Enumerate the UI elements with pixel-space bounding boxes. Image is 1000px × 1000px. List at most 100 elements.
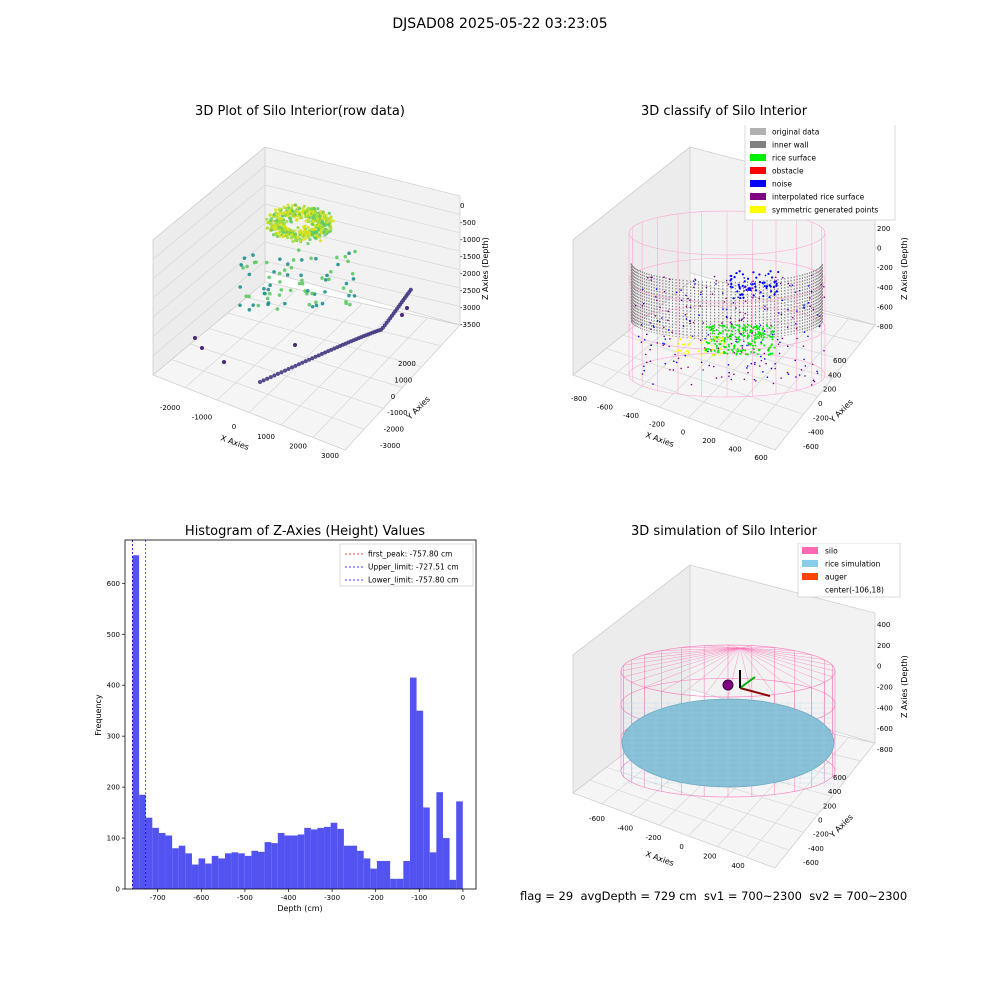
p1-point [272,219,276,223]
p1-point [295,218,299,222]
p4-zlabel: Z Axies (Depth) [900,655,909,718]
p1-point [307,302,312,307]
p2-noise-point [767,272,770,275]
p2-noise-point [743,280,746,283]
p2-noise-point [741,273,745,276]
p2-noise-point [743,289,745,292]
p2-noise-point [677,357,680,360]
p2-noise-point [729,279,732,282]
p2-noise-point [689,299,691,302]
p1-point [278,229,283,233]
p2-noise-point [713,275,716,278]
p2-rice-point [761,332,764,335]
p2-noise-point [763,281,766,284]
p2-rice-point [767,349,770,352]
p1-zlabel: Z Axies (Depth) [481,237,490,300]
p2-rice-point [771,352,774,355]
p4-legend-label: rice simulation [825,560,881,569]
p2-noise-point [818,315,821,317]
p1-point [308,237,312,242]
p2-noise-point [741,284,744,288]
x-tick-label: -200 [368,894,384,902]
p1-point [242,256,247,260]
p2-rice-point [737,336,740,339]
p2-noise-point [687,366,689,368]
silo-roof-line [623,647,741,678]
p3-x-ticks: -700 -600 -500 -400 -300 -200 -100 0 [150,889,465,902]
p2-symmetric-point [710,344,713,347]
p2-noise-point [738,285,741,289]
p1-point [274,208,278,212]
p2-rice-point [747,335,750,338]
p1-point [344,299,348,304]
p1-point [261,378,266,383]
y-tick-label: 400 [107,682,120,690]
p2-noise-point [729,321,732,324]
p1-point [309,256,313,261]
p4-y-tick-label: 200 [823,802,836,810]
p1-point [322,230,326,234]
p1-point [322,212,326,216]
p2-symmetric-point [674,350,677,353]
p1-y-tick-label: -1000 [387,409,407,417]
p2-noise-point [762,371,764,373]
p2-rice-point [733,345,736,348]
p1-point [293,343,297,347]
p2-noise-point [764,274,767,277]
p1-point [247,272,252,277]
x-tick-label: -100 [411,894,427,902]
p1-point [281,220,285,225]
p1-point [314,230,318,234]
histogram-bar [284,835,292,889]
p1-point [309,209,313,213]
p2-rice-point [771,338,774,341]
p2-rice-point [743,324,746,327]
histogram-bar [297,834,305,889]
p1-point [295,235,300,239]
p1-point [325,273,329,278]
p2-noise-point [770,276,774,279]
p1-point [287,206,291,210]
p1-point [285,262,290,266]
p2-symmetric-point [681,343,684,346]
p2-noise-point [690,383,693,386]
p2-noise-point [702,369,704,371]
p2-noise-point [682,325,685,327]
p2-x-tick-label: 0 [681,429,685,437]
p2-noise-point [804,365,807,367]
p2-symmetric-point [679,349,682,352]
p2-symmetric-point [685,350,688,353]
p1-point [346,259,350,264]
p4-x-tick-label: 400 [731,862,744,870]
histogram-bar [396,878,404,889]
p2-noise-point [774,363,776,365]
p1-point [319,231,323,235]
p1-point [291,239,295,243]
p2-rice-point [743,334,746,337]
p2-noise-point [776,338,779,341]
p1-point [279,217,283,221]
p4-rice-surface [621,698,835,788]
p2-noise-point [760,355,762,358]
p2-noise-point [741,318,743,320]
p2-noise-point [741,347,744,349]
p2-noise-point [727,364,730,366]
p1-point [278,234,282,238]
histogram-bar [231,852,239,889]
histogram-bar [337,828,344,889]
p4-z-tick-label: 200 [877,642,890,650]
p1-point [286,236,290,240]
p2-noise-point [649,360,652,363]
p1-point [275,212,279,217]
p2-noise-point [766,376,769,379]
p1-point [274,219,279,223]
p1-point [286,367,291,372]
p1-point [314,300,318,305]
p2-rice-point [737,329,740,332]
p1-point [306,215,310,219]
p1-point [302,225,306,229]
p2-noise-point [774,367,777,370]
p2-symmetric-point [697,350,700,353]
p2-rice-point [713,339,716,342]
p2-noise-point [743,378,746,381]
